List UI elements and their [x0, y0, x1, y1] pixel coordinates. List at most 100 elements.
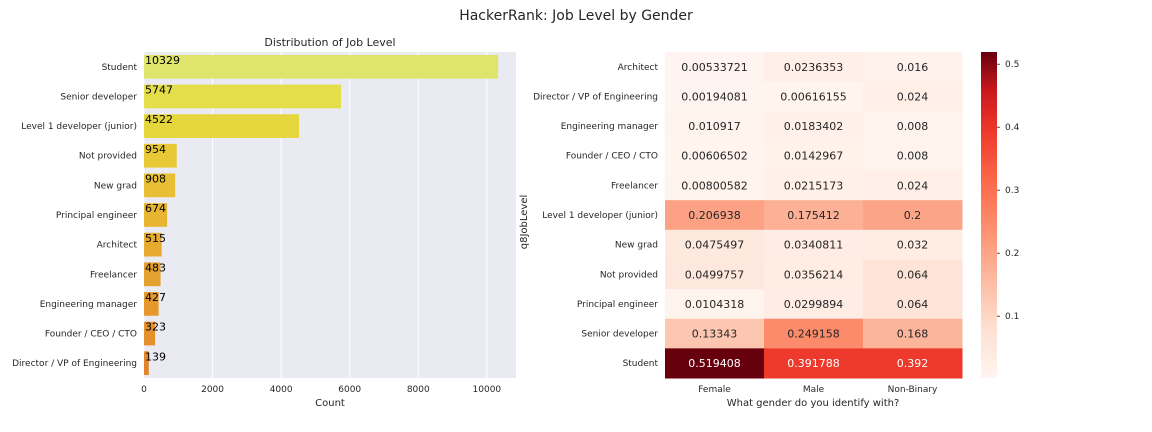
heatmap-cell: [764, 170, 864, 201]
category-label: Founder / CEO / CTO: [45, 330, 137, 340]
bar-chart-x-ticks: 0 2000 4000 6000 8000 10000: [141, 385, 501, 395]
cell-value-label: 0.032: [897, 239, 929, 252]
colorbar-tick-label: 0.1: [1005, 312, 1019, 322]
category-label: Level 1 developer (junior): [21, 122, 137, 132]
x-tick-label: 0: [141, 385, 147, 395]
heatmap-cell: [665, 229, 765, 260]
cell-value-label: 0.00533721: [681, 61, 747, 74]
colorbar-tick-label: 0.2: [1005, 249, 1019, 259]
heatmap-cell: [863, 140, 963, 172]
cell-value-label: 0.00194081: [681, 90, 747, 103]
bar-value-label: 5747: [145, 84, 173, 97]
x-tick-label: 10000: [473, 385, 502, 395]
cell-value-label: 0.391788: [787, 357, 840, 370]
cell-value-label: 0.0475497: [685, 239, 745, 252]
heatmap-cell: [764, 318, 864, 349]
row-label: New grad: [615, 241, 658, 251]
x-tick-label: 4000: [270, 385, 293, 395]
heatmap-cell: [764, 111, 864, 142]
heatmap-cell: [665, 289, 765, 320]
bar-chart-title: Distribution of Job Level: [264, 36, 395, 49]
row-label: Director / VP of Engineering: [533, 92, 658, 102]
cell-value-label: 0.0215173: [784, 179, 844, 192]
category-label: Not provided: [79, 152, 137, 162]
heatmap-cell: [764, 52, 864, 83]
heatmap-cell: [764, 81, 864, 112]
heatmap-cell: [863, 229, 963, 260]
bar-chart-bars: 10329 5747 4522 954 908 674 515 483 427 323 139: [144, 54, 499, 376]
row-label: Student: [623, 359, 659, 369]
cell-value-label: 0.2: [904, 209, 922, 222]
bar-value-label: 515: [145, 232, 166, 245]
cell-value-label: 0.0299894: [784, 298, 844, 311]
row-label: Senior developer: [581, 330, 658, 340]
heatmap-cell: [665, 111, 765, 142]
column-label: Female: [698, 385, 731, 395]
row-label: Founder / CEO / CTO: [566, 152, 658, 162]
bar: [144, 351, 149, 376]
heatmap-cell: [665, 81, 765, 112]
heatmap-cell: [863, 81, 963, 112]
bar-value-label: 4522: [145, 113, 173, 126]
cell-value-label: 0.392: [897, 357, 929, 370]
heatmap-cell: [863, 348, 963, 379]
category-label: Senior developer: [60, 92, 137, 102]
colorbar-tick-label: 0.5: [1005, 60, 1019, 70]
heatmap-cell: [863, 259, 963, 290]
cell-value-label: 0.008: [897, 120, 929, 133]
x-tick-label: 2000: [201, 385, 224, 395]
bar-value-label: 10329: [145, 54, 180, 67]
cell-value-label: 0.064: [897, 298, 929, 311]
cell-value-label: 0.249158: [787, 328, 840, 341]
heatmap-cell: [863, 52, 963, 83]
cell-value-label: 0.010917: [688, 120, 741, 133]
heatmap-y-axis-label: q8JobLevel: [519, 195, 530, 250]
heatmap-cell: [665, 170, 765, 201]
heatmap-cell: [764, 200, 864, 231]
cell-value-label: 0.00616155: [780, 90, 846, 103]
cell-value-label: 0.206938: [688, 209, 741, 222]
heatmap-cell: [863, 111, 963, 142]
bar-value-label: 323: [145, 321, 166, 334]
bar: [144, 203, 168, 227]
cell-value-label: 0.13343: [692, 328, 738, 341]
heatmap-x-axis-label: What gender do you identify with?: [727, 398, 900, 409]
cell-value-label: 0.0356214: [784, 268, 844, 281]
heatmap-row-labels: Architect Director / VP of Engineering Eng…: [533, 63, 658, 369]
heatmap-cell: [764, 348, 864, 379]
heatmap-cell: [863, 170, 963, 201]
figure-title: HackerRank: Job Level by Gender: [459, 8, 693, 24]
bar: [144, 114, 300, 138]
colorbar-tick-label: 0.4: [1005, 123, 1020, 133]
bar-value-label: 908: [145, 173, 166, 186]
bar-chart-category-labels: Student Senior developer Level 1 developer…: [12, 63, 137, 369]
bar-chart-x-axis-label: Count: [315, 398, 345, 409]
cell-value-label: 0.00800582: [681, 179, 747, 192]
cell-value-label: 0.064: [897, 268, 929, 281]
category-label: Engineering manager: [40, 300, 138, 310]
heatmap-cell: [863, 318, 963, 349]
heatmap-cell: [665, 259, 765, 290]
bar-value-label: 483: [145, 261, 166, 274]
heatmap-cell: [665, 200, 765, 231]
bar-value-label: 954: [145, 143, 166, 156]
cell-value-label: 0.175412: [787, 209, 840, 222]
heatmap-cell: [764, 289, 864, 320]
bar-value-label: 427: [145, 291, 166, 304]
bar: [144, 262, 161, 287]
row-label: Not provided: [600, 270, 658, 280]
cell-value-label: 0.008: [897, 150, 929, 163]
bar: [144, 173, 176, 198]
bar: [144, 232, 162, 257]
bar: [144, 54, 499, 79]
colorbar-ticks: 0.1 0.2 0.3 0.4 0.5: [997, 60, 1020, 322]
heatmap-cell: [665, 348, 765, 379]
cell-value-label: 0.0236353: [784, 61, 844, 74]
cell-value-label: 0.168: [897, 328, 929, 341]
bar-value-label: 674: [145, 202, 166, 215]
cell-value-label: 0.519408: [688, 357, 741, 370]
heatmap-cell: [665, 318, 765, 349]
x-tick-label: 8000: [407, 385, 430, 395]
cell-value-label: 0.0183402: [784, 120, 844, 133]
row-label: Principal engineer: [577, 300, 658, 310]
